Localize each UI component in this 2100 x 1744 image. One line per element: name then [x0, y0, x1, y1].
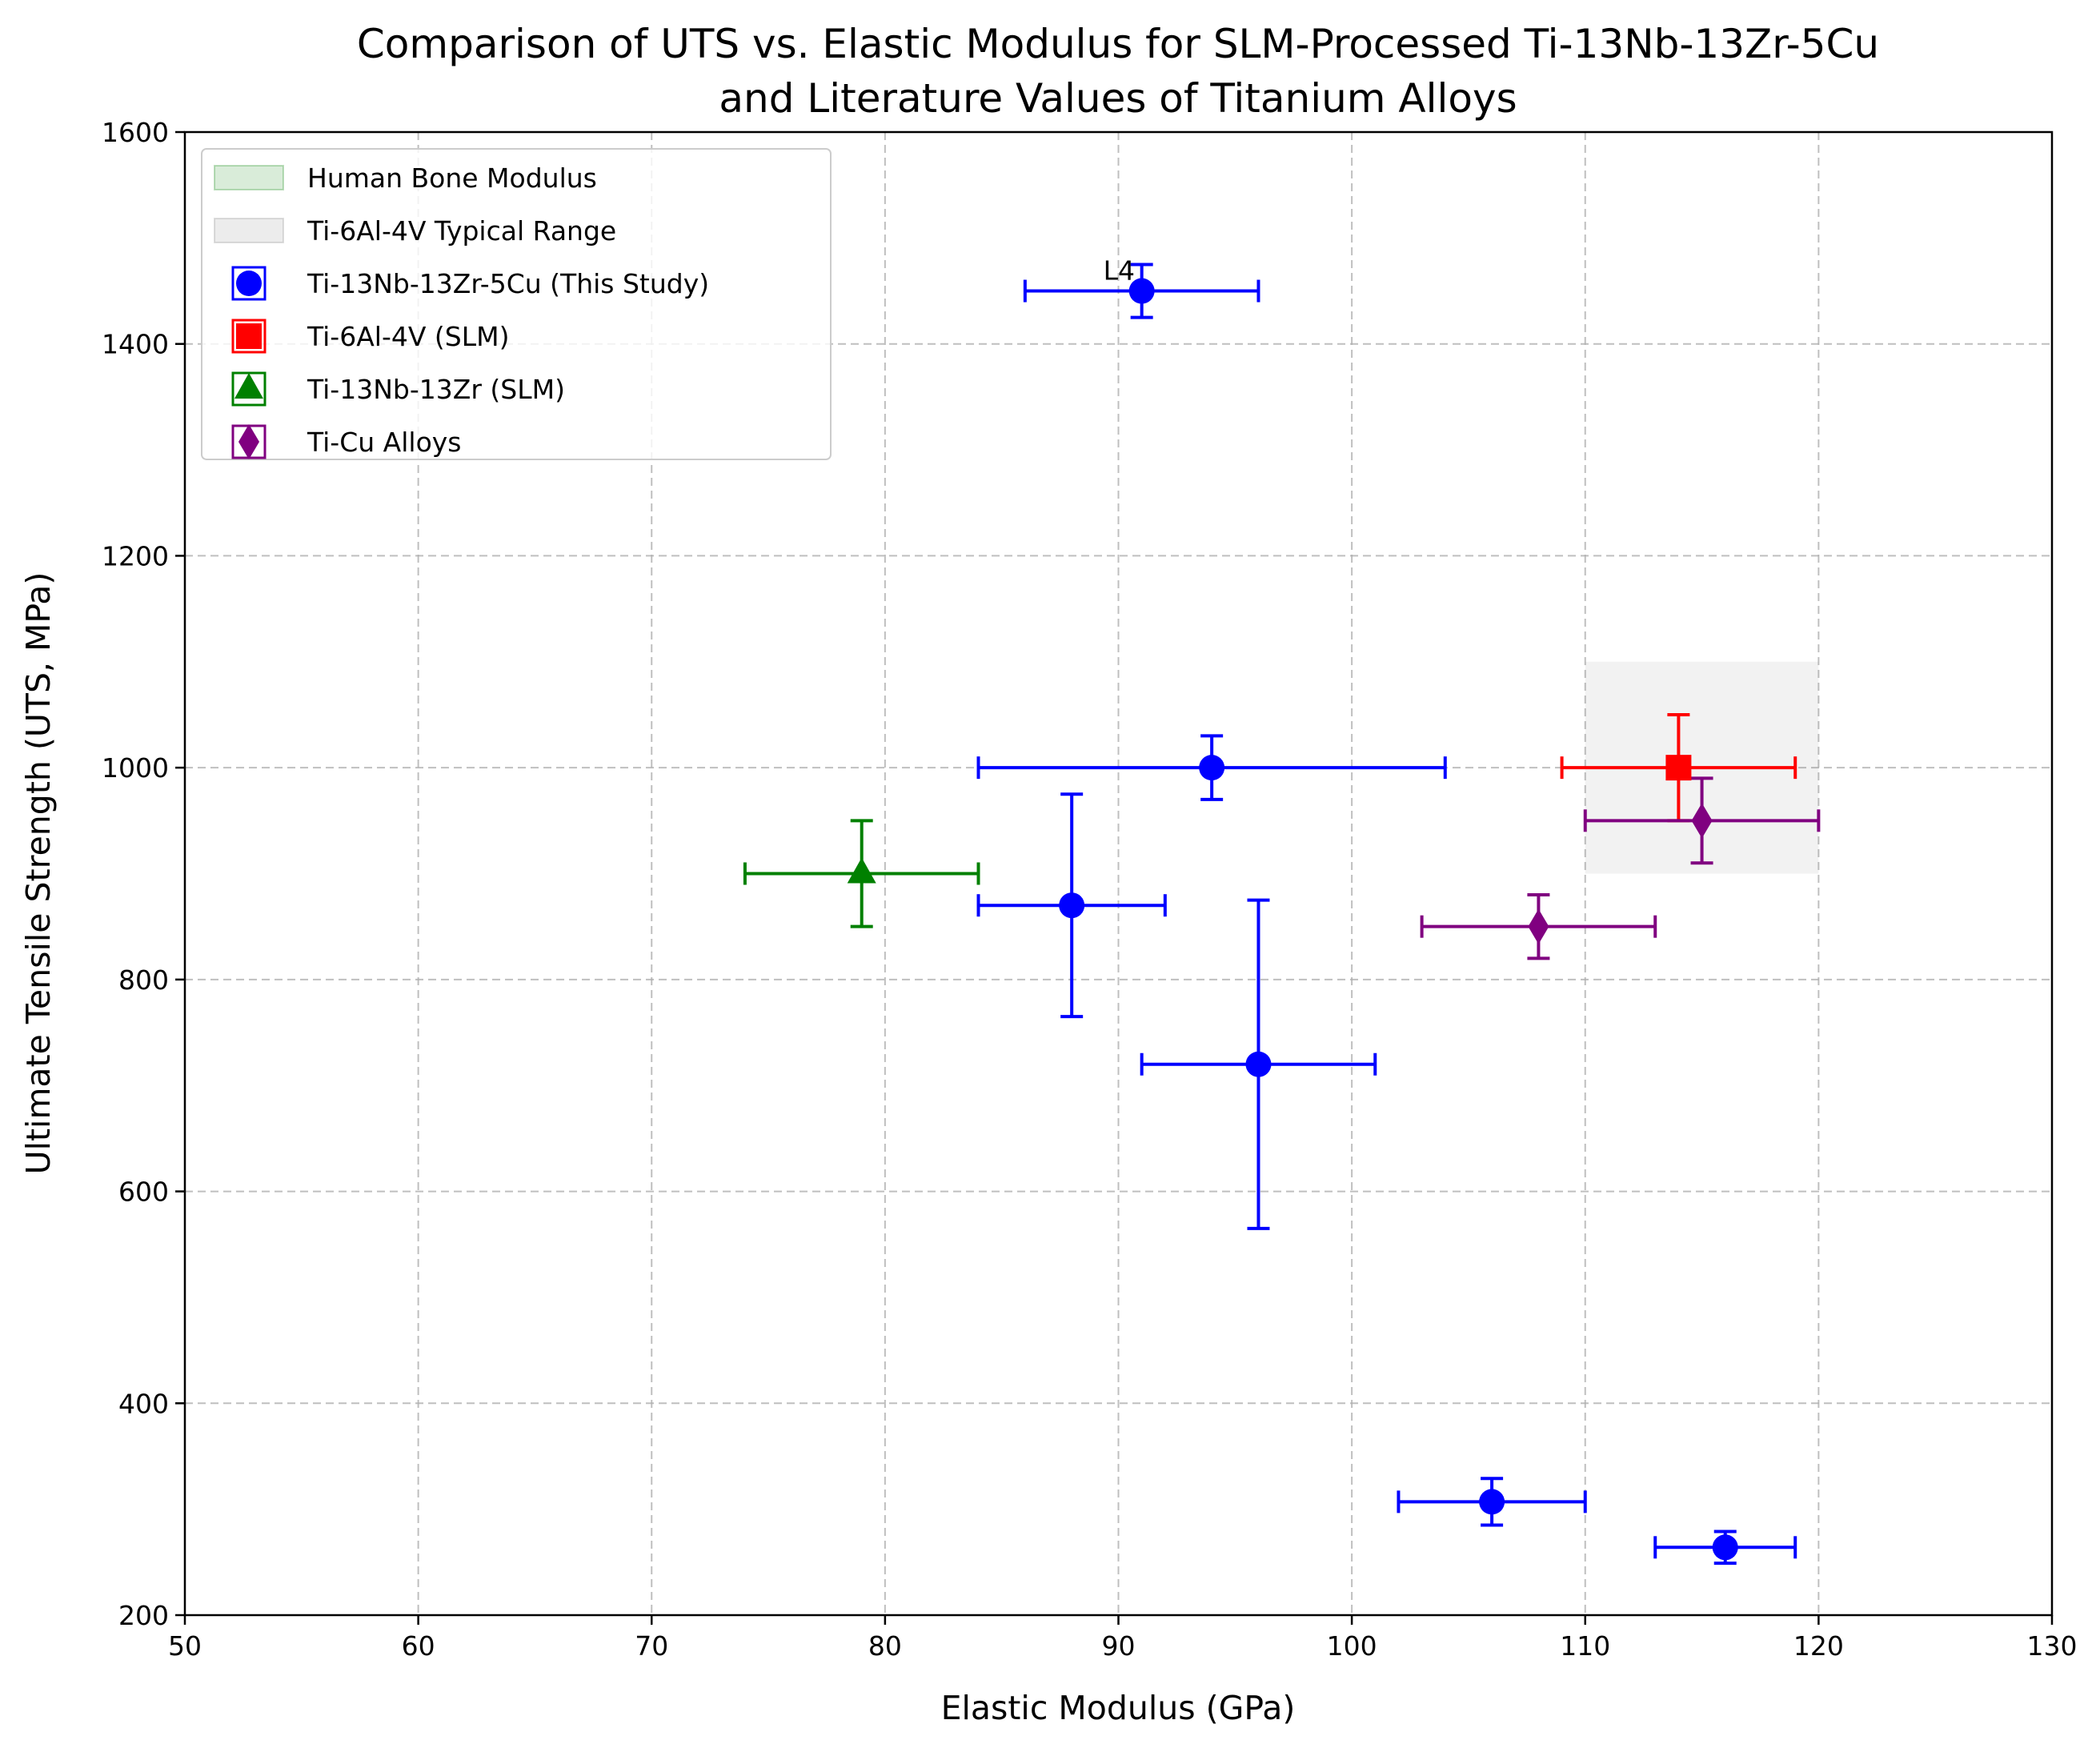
data-point	[1059, 892, 1085, 919]
data-point	[1528, 908, 1549, 944]
y-tick-label: 1200	[102, 540, 169, 571]
y-axis-label: Ultimate Tensile Strength (UTS, MPa)	[19, 572, 58, 1175]
legend-box	[201, 148, 832, 460]
legend: Human Bone Modulus Ti-6Al-4V Typical Rang…	[201, 148, 832, 460]
data-point	[1691, 803, 1713, 839]
x-tick-label: 80	[868, 1630, 902, 1662]
legend-label: Ti-13Nb-13Zr-5Cu (This Study)	[307, 268, 709, 299]
legend-label: Ti-Cu Alloys	[307, 427, 462, 458]
x-tick-label: 60	[402, 1630, 435, 1662]
legend-marker	[236, 323, 262, 349]
data-point	[1665, 755, 1692, 781]
data-point	[1199, 755, 1225, 781]
y-tick-label: 1000	[102, 752, 169, 784]
legend-label: Human Bone Modulus	[307, 162, 597, 194]
y-tick-label: 200	[118, 1600, 169, 1631]
x-tick-label: 50	[168, 1630, 202, 1662]
x-axis-label: Elastic Modulus (GPa)	[941, 1689, 1296, 1727]
legend-label: Ti-6Al-4V Typical Range	[307, 215, 616, 247]
x-tick-label: 100	[1327, 1630, 1377, 1662]
data-point	[1712, 1534, 1738, 1561]
error-bars	[743, 263, 1821, 1566]
point-label: L4	[1104, 255, 1135, 287]
legend-swatch	[214, 218, 284, 243]
legend-errorbar-box	[231, 266, 267, 301]
legend-errorbar-box	[231, 319, 267, 354]
legend-marker	[238, 424, 259, 459]
legend-marker	[236, 271, 262, 296]
annotations: L4	[1104, 255, 1135, 287]
axis-ticks: 50 60 70 80 90 100 110 120 130 200 400 600 800 1000 12…	[102, 117, 2077, 1662]
data-markers	[847, 278, 1738, 1561]
chart-title-line-2: and Literature Values of Titanium Alloys	[719, 75, 1517, 122]
chart-title-line-1: Comparison of UTS vs. Elastic Modulus fo…	[357, 21, 1879, 67]
y-tick-label: 600	[118, 1177, 169, 1208]
y-tick-label: 800	[118, 964, 169, 996]
legend-label: Ti-13Nb-13Zr (SLM)	[307, 374, 565, 405]
x-tick-label: 70	[635, 1630, 668, 1662]
data-point	[1128, 278, 1155, 304]
data-point	[1245, 1051, 1272, 1077]
legend-label: Ti-6Al-4V (SLM)	[307, 321, 509, 352]
y-tick-label: 1600	[102, 117, 169, 148]
x-tick-label: 120	[1793, 1630, 1844, 1662]
data-point	[847, 857, 876, 884]
legend-swatch	[214, 165, 284, 190]
x-tick-label: 90	[1102, 1630, 1136, 1662]
x-tick-label: 130	[2027, 1630, 2078, 1662]
y-tick-label: 1400	[102, 329, 169, 360]
x-tick-label: 110	[1560, 1630, 1610, 1662]
data-point	[1479, 1489, 1505, 1515]
legend-marker	[234, 373, 263, 399]
chart-title: Comparison of UTS vs. Elastic Modulus fo…	[357, 21, 1879, 122]
y-tick-label: 400	[118, 1388, 169, 1419]
